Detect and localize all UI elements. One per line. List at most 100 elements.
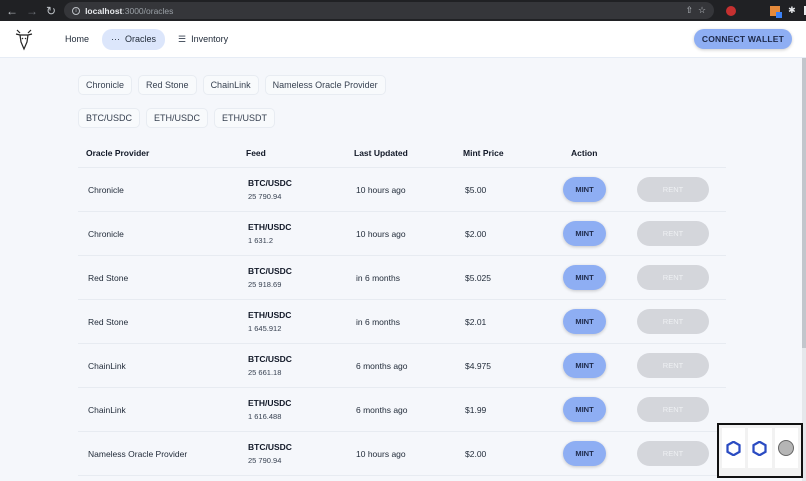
- table-row: Red Stone ETH/USDC 1 645.912 in 6 months …: [78, 299, 726, 344]
- header-feed: Feed: [238, 141, 346, 168]
- nav-oracles-label: Oracles: [125, 34, 157, 44]
- nav-home-label: Home: [65, 34, 90, 44]
- mint-price-cell: $4.975: [455, 343, 563, 388]
- nav-home[interactable]: Home: [56, 29, 98, 49]
- header-oracle-provider: Oracle Provider: [78, 141, 238, 168]
- forward-icon[interactable]: →: [26, 3, 38, 18]
- table-row: ChainLink BTC/USDC 25 661.18 6 months ago…: [78, 343, 726, 388]
- last-updated-cell: 10 hours ago: [346, 431, 455, 476]
- browser-toolbar: ← → ↻ i localhost:3000/oracles ⇧ ☆ ✱ A ⋮: [0, 0, 806, 21]
- extension-metamask-icon[interactable]: [770, 5, 783, 18]
- mint-price-cell: $2.00: [455, 431, 563, 476]
- action-cell: MINT RENT: [563, 343, 726, 388]
- pip-thumb: [774, 428, 798, 468]
- table-header-row: Oracle Provider Feed Last Updated Mint P…: [78, 141, 726, 168]
- back-icon[interactable]: ←: [6, 3, 18, 18]
- top-navigation: Home ⋯ Oracles ☰ Inventory CONNECT WALLE…: [0, 21, 806, 58]
- share-icon[interactable]: ⇧: [685, 5, 693, 15]
- mint-button[interactable]: MINT: [563, 177, 606, 202]
- last-updated-cell: in 6 months: [346, 299, 455, 344]
- oracles-table: Oracle Provider Feed Last Updated Mint P…: [78, 141, 726, 476]
- feed-value: 25 790.94: [248, 456, 282, 465]
- feed-cell: BTC/USDC 25 790.94: [238, 431, 346, 476]
- feed-cell: ETH/USDC 1 645.912: [238, 299, 346, 344]
- extension-red-icon[interactable]: [726, 5, 737, 16]
- feed-value: 1 645.912: [248, 324, 282, 333]
- side-panel-icon[interactable]: [803, 6, 806, 15]
- table-row: Red Stone BTC/USDC 25 918.69 in 6 months …: [78, 255, 726, 300]
- bookmark-star-icon[interactable]: ☆: [697, 5, 707, 15]
- feed-value: 25 790.94: [248, 192, 282, 201]
- filter-provider-chainlink[interactable]: ChainLink: [202, 75, 259, 95]
- provider-cell: Nameless Oracle Provider: [78, 431, 238, 476]
- filter-feed-btc-usdc[interactable]: BTC/USDC: [78, 108, 141, 128]
- nav-oracles[interactable]: ⋯ Oracles: [102, 28, 166, 50]
- action-cell: MINT RENT: [563, 211, 726, 256]
- feed-pair: BTC/USDC: [248, 442, 292, 452]
- mint-button[interactable]: MINT: [563, 353, 606, 378]
- mint-button[interactable]: MINT: [563, 221, 606, 246]
- feed-filters: BTC/USDC ETH/USDC ETH/USDT: [78, 108, 806, 128]
- feed-pair: ETH/USDC: [248, 398, 292, 408]
- rent-button[interactable]: RENT: [637, 441, 709, 466]
- header-action: Action: [563, 141, 726, 168]
- filter-provider-red-stone[interactable]: Red Stone: [138, 75, 197, 95]
- feed-cell: ETH/USDC 1 631.2: [238, 211, 346, 256]
- address-bar[interactable]: i localhost:3000/oracles ⇧ ☆: [64, 2, 715, 19]
- goat-logo-icon[interactable]: [14, 27, 34, 51]
- mint-button[interactable]: MINT: [563, 309, 606, 334]
- mint-price-cell: $2.00: [455, 211, 563, 256]
- pip-thumb: [722, 428, 746, 468]
- feed-cell: BTC/USDC 25 790.94: [238, 167, 346, 212]
- site-info-icon[interactable]: i: [72, 6, 81, 15]
- picture-in-picture-preview[interactable]: [717, 423, 803, 478]
- feed-pair: BTC/USDC: [248, 354, 292, 364]
- gray-circle-icon: [778, 440, 795, 456]
- filter-provider-nameless[interactable]: Nameless Oracle Provider: [264, 75, 386, 95]
- mint-button[interactable]: MINT: [563, 441, 606, 466]
- nav-inventory[interactable]: ☰ Inventory: [169, 29, 237, 50]
- action-cell: MINT RENT: [563, 299, 726, 344]
- provider-cell: Red Stone: [78, 255, 238, 300]
- filter-feed-eth-usdc[interactable]: ETH/USDC: [146, 108, 209, 128]
- reload-icon[interactable]: ↻: [46, 3, 57, 18]
- feed-pair: ETH/USDC: [248, 310, 292, 320]
- connect-wallet-button[interactable]: CONNECT WALLET: [693, 29, 792, 49]
- filter-provider-chronicle[interactable]: Chronicle: [78, 75, 133, 95]
- rent-button[interactable]: RENT: [637, 353, 709, 378]
- last-updated-cell: 6 months ago: [346, 387, 455, 432]
- chainlink-hexagon-icon: [726, 440, 741, 456]
- feed-pair: ETH/USDC: [248, 222, 292, 232]
- nav-inventory-label: Inventory: [191, 34, 229, 44]
- feed-value: 25 661.18: [248, 368, 282, 377]
- feed-value: 25 918.69: [248, 280, 282, 289]
- feed-cell: BTC/USDC 25 918.69: [238, 255, 346, 300]
- feed-value: 1 631.2: [248, 236, 274, 245]
- mint-button[interactable]: MINT: [563, 397, 606, 422]
- extensions-puzzle-icon[interactable]: ✱: [788, 5, 796, 15]
- provider-filters: Chronicle Red Stone ChainLink Nameless O…: [78, 75, 806, 95]
- feed-pair: BTC/USDC: [248, 266, 292, 276]
- feed-pair: BTC/USDC: [248, 178, 292, 188]
- mint-button[interactable]: MINT: [563, 265, 606, 290]
- provider-cell: Chronicle: [78, 211, 238, 256]
- rent-button[interactable]: RENT: [637, 309, 709, 334]
- last-updated-cell: in 6 months: [346, 255, 455, 300]
- rent-button[interactable]: RENT: [637, 265, 709, 290]
- rent-button[interactable]: RENT: [637, 221, 709, 246]
- provider-cell: Red Stone: [78, 299, 238, 344]
- last-updated-cell: 6 months ago: [346, 343, 455, 388]
- mint-price-cell: $1.99: [455, 387, 563, 432]
- feed-value: 1 616.488: [248, 412, 282, 421]
- rent-button[interactable]: RENT: [637, 177, 709, 202]
- provider-cell: Chronicle: [78, 167, 238, 212]
- stack-icon: ☰: [178, 33, 187, 44]
- scrollbar-thumb[interactable]: [802, 58, 806, 348]
- filter-feed-eth-usdt[interactable]: ETH/USDT: [214, 108, 276, 128]
- pip-thumb: [748, 428, 772, 468]
- last-updated-cell: 10 hours ago: [346, 167, 455, 212]
- mint-price-cell: $5.025: [455, 255, 563, 300]
- feed-cell: ETH/USDC 1 616.488: [238, 387, 346, 432]
- rent-button[interactable]: RENT: [637, 397, 709, 422]
- table-row: Chronicle ETH/USDC 1 631.2 10 hours ago $…: [78, 211, 726, 256]
